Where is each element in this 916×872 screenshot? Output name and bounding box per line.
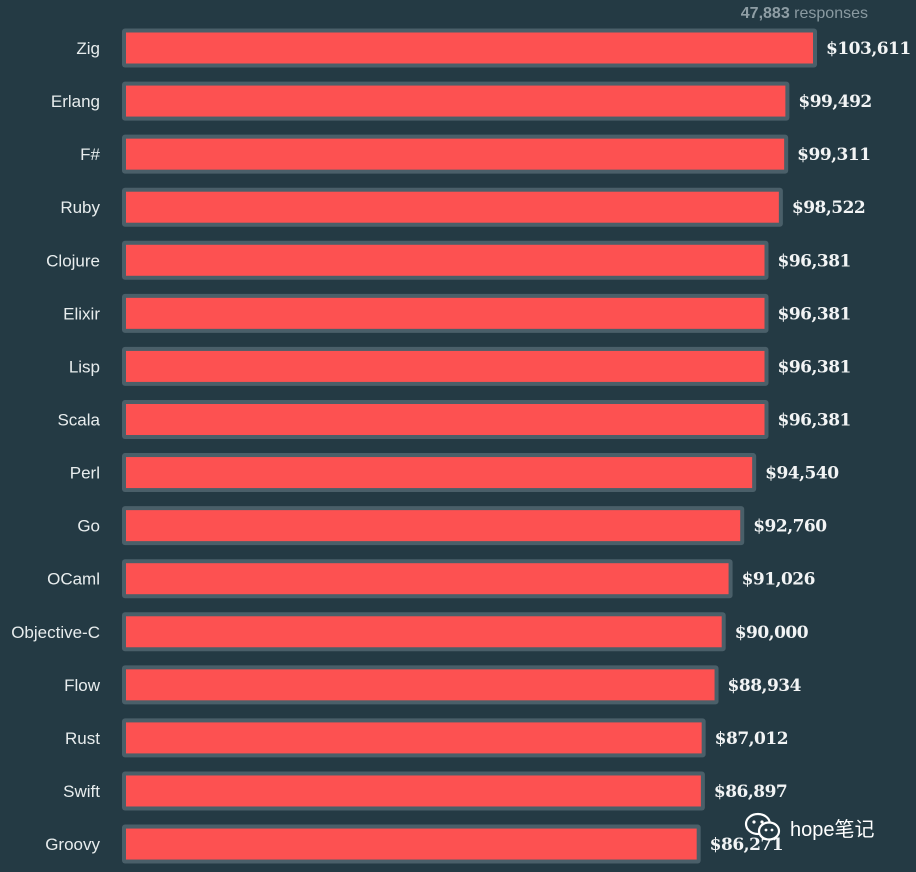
category-label: Elixir: [63, 304, 100, 323]
value-label: $96,381: [778, 304, 851, 324]
value-label: $92,760: [753, 517, 827, 537]
bar-row: Go $92,760: [77, 506, 828, 546]
category-label: Swift: [63, 782, 100, 801]
wechat-icon: [744, 812, 781, 841]
bar: [126, 828, 697, 860]
value-label: $96,381: [778, 251, 851, 271]
bar-row: Erlang $99,492: [51, 81, 872, 121]
bar: [126, 138, 785, 170]
value-label: $86,271: [710, 835, 783, 855]
value-label: $86,897: [714, 782, 787, 802]
bar-row: Elixir $96,381: [63, 293, 851, 333]
category-label: Ruby: [60, 198, 100, 217]
category-label: Groovy: [45, 835, 100, 854]
responses-label: responses: [794, 5, 868, 22]
value-label: $99,311: [797, 145, 870, 165]
category-label: Scala: [57, 410, 100, 429]
value-label: $94,540: [765, 464, 839, 484]
bar-row: Rust $87,012: [65, 718, 789, 758]
bar-row: F# $99,311: [80, 134, 871, 174]
bar-row: Perl $94,540: [70, 453, 840, 493]
value-label: $90,000: [735, 623, 809, 643]
category-label: Flow: [64, 676, 101, 695]
category-label: Rust: [65, 729, 100, 748]
bar: [126, 722, 702, 754]
category-label: Zig: [76, 39, 100, 58]
category-label: Erlang: [51, 92, 100, 111]
bar: [126, 403, 765, 435]
bar-row: Groovy $86,271: [45, 824, 784, 864]
bar-row: OCaml $91,026: [47, 559, 815, 599]
bar-row: Clojure $96,381: [46, 240, 851, 280]
bar-row: Zig $103,611: [76, 28, 911, 68]
bar: [126, 191, 779, 223]
value-label: $99,492: [798, 92, 871, 112]
bar-row: Ruby $98,522: [60, 187, 866, 227]
value-label: $96,381: [778, 357, 851, 377]
bar-row: Objective-C $90,000: [11, 612, 809, 652]
category-label: F#: [80, 145, 100, 164]
bar-row: Swift $86,897: [63, 771, 788, 811]
responses-number: 47,883: [740, 5, 790, 22]
category-label: Go: [77, 517, 100, 536]
bar-row: Lisp $96,381: [69, 346, 851, 386]
value-label: $103,611: [826, 39, 911, 59]
bar: [126, 669, 715, 701]
bar: [126, 350, 765, 382]
bar-row: Scala $96,381: [57, 399, 851, 439]
value-label: $98,522: [792, 198, 865, 218]
bar: [126, 32, 813, 64]
category-label: Clojure: [46, 251, 100, 270]
bar: [126, 457, 753, 489]
value-label: $88,934: [728, 676, 802, 696]
bar: [126, 775, 701, 807]
bar: [126, 510, 741, 542]
bar: [126, 297, 765, 329]
bar: [126, 244, 765, 276]
value-label: $96,381: [778, 410, 851, 430]
value-label: $87,012: [715, 729, 788, 749]
bar-row: Flow $88,934: [64, 665, 802, 705]
value-label: $91,026: [742, 570, 815, 590]
watermark-text: hope笔记: [790, 818, 875, 841]
responses-count: 47,883 responses: [741, 5, 868, 23]
category-label: Perl: [70, 464, 100, 483]
category-label: OCaml: [47, 570, 100, 589]
bar: [126, 85, 786, 117]
bar: [126, 563, 729, 595]
category-label: Lisp: [69, 357, 100, 376]
category-label: Objective-C: [11, 623, 100, 642]
bar: [126, 616, 722, 648]
watermark: hope笔记: [744, 812, 875, 842]
